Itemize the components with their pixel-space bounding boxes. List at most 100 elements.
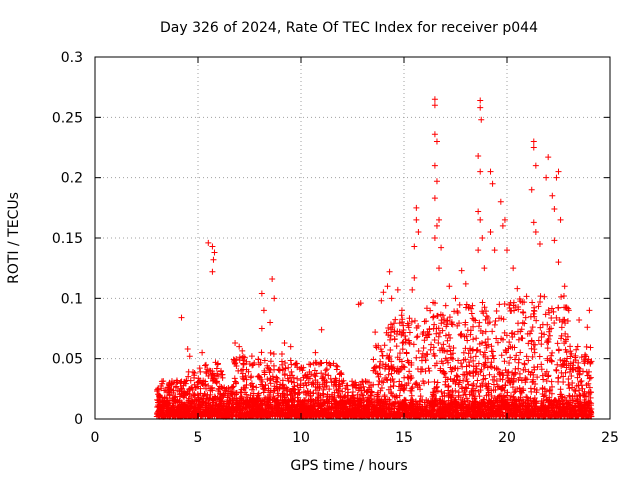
data-point	[284, 410, 291, 417]
data-point	[370, 404, 377, 411]
data-point	[441, 347, 448, 354]
data-point	[439, 393, 446, 400]
data-point	[421, 337, 428, 344]
data-point	[173, 383, 180, 390]
data-point	[469, 392, 476, 399]
data-points	[153, 96, 595, 420]
data-point	[459, 400, 466, 407]
data-point	[266, 369, 273, 376]
data-point	[260, 408, 267, 415]
data-point	[537, 407, 544, 414]
data-point	[251, 359, 258, 366]
data-point	[211, 372, 218, 379]
data-point	[576, 387, 583, 394]
data-point	[243, 358, 250, 365]
data-point	[339, 380, 346, 387]
data-point	[561, 283, 568, 290]
data-point	[411, 274, 418, 281]
data-point	[431, 321, 438, 328]
data-point	[538, 408, 545, 415]
data-point	[386, 268, 393, 275]
data-point	[481, 349, 488, 356]
data-point	[371, 364, 378, 371]
data-point	[203, 370, 210, 377]
data-point	[180, 394, 187, 401]
data-point	[490, 387, 497, 394]
data-point	[460, 392, 467, 399]
data-point	[469, 382, 476, 389]
data-point	[378, 384, 385, 391]
data-point	[298, 408, 305, 415]
data-point	[578, 382, 585, 389]
data-point	[205, 404, 212, 411]
data-point	[378, 404, 385, 411]
data-point	[392, 412, 399, 419]
data-point	[490, 352, 497, 359]
data-point	[312, 359, 319, 366]
data-point	[465, 381, 472, 388]
data-point	[543, 377, 550, 384]
data-point	[267, 380, 274, 387]
data-point	[586, 307, 593, 314]
data-point	[578, 410, 585, 417]
data-point	[313, 400, 320, 407]
data-point	[262, 401, 269, 408]
data-point	[325, 398, 332, 405]
y-tick-label: 0	[74, 412, 83, 428]
data-point	[243, 410, 250, 417]
data-point	[529, 353, 536, 360]
data-point	[445, 382, 452, 389]
data-point	[460, 349, 467, 356]
data-point	[473, 335, 480, 342]
data-point	[259, 378, 266, 385]
data-point	[533, 317, 540, 324]
data-point	[479, 299, 486, 306]
data-point	[273, 397, 280, 404]
x-tick-label: 25	[601, 430, 619, 446]
data-point	[327, 362, 334, 369]
data-point	[555, 259, 562, 266]
data-point	[377, 346, 384, 353]
data-point	[428, 341, 435, 348]
data-point	[530, 376, 537, 383]
data-point	[569, 393, 576, 400]
data-point	[288, 368, 295, 375]
data-point	[430, 313, 437, 320]
data-point	[240, 360, 247, 367]
data-point	[465, 304, 472, 311]
data-point	[434, 400, 441, 407]
data-point	[347, 403, 354, 410]
data-point	[181, 402, 188, 409]
data-point	[552, 397, 559, 404]
data-point	[444, 317, 451, 324]
data-point	[445, 403, 452, 410]
data-point	[565, 305, 572, 312]
data-point	[447, 364, 454, 371]
data-point	[281, 372, 288, 379]
data-point	[560, 378, 567, 385]
data-point	[431, 162, 438, 169]
data-point	[458, 332, 465, 339]
data-point	[546, 328, 553, 335]
data-point	[185, 373, 192, 380]
data-point	[450, 344, 457, 351]
data-point	[511, 408, 518, 415]
data-point	[585, 402, 592, 409]
data-point	[529, 299, 536, 306]
data-point	[537, 324, 544, 331]
data-point	[342, 385, 349, 392]
data-point	[226, 408, 233, 415]
data-point	[400, 339, 407, 346]
data-point	[541, 331, 548, 338]
data-point	[390, 400, 397, 407]
data-point	[219, 374, 226, 381]
data-point	[223, 386, 230, 393]
data-point	[511, 356, 518, 363]
data-point	[413, 216, 420, 223]
data-point	[562, 330, 569, 337]
data-point	[266, 365, 273, 372]
data-point	[454, 373, 461, 380]
data-point	[402, 412, 409, 419]
data-point	[342, 399, 349, 406]
data-point	[206, 396, 213, 403]
